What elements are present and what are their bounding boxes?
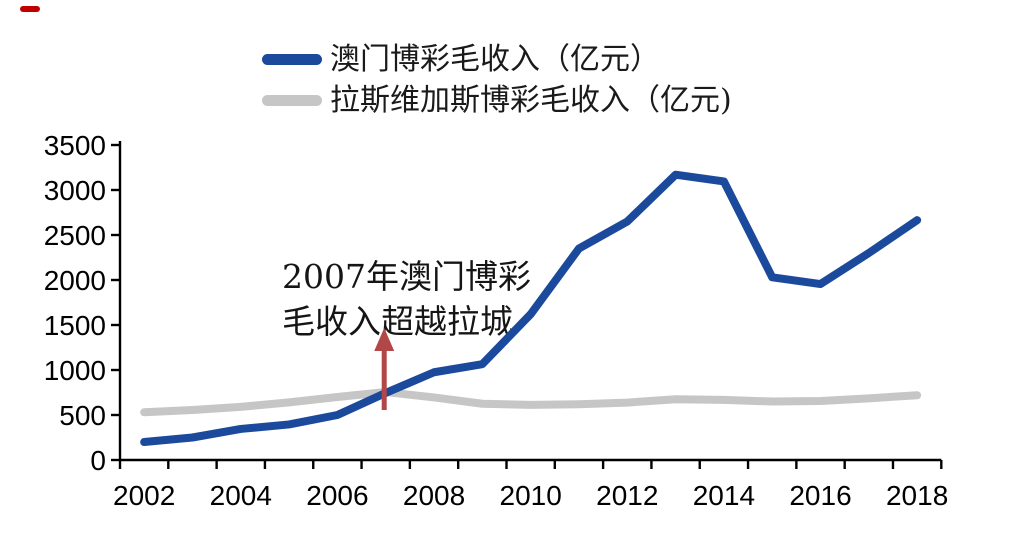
y-axis-label: 3000 [44, 175, 106, 206]
x-axis-label: 2018 [886, 480, 948, 511]
x-axis-label: 2008 [403, 480, 465, 511]
lasvegas-revenue-line [140, 388, 922, 417]
legend-item-macau: 澳门博彩毛收入（亿元） [262, 41, 732, 78]
x-axis-label: 2002 [113, 480, 175, 511]
crossover-arrow-head [374, 328, 395, 351]
y-axis-label: 2000 [44, 265, 106, 296]
y-axis-label: 0 [90, 445, 106, 476]
chart-legend: 澳门博彩毛收入（亿元） 拉斯维加斯博彩毛收入（亿元) [262, 41, 732, 119]
macau-revenue-line [140, 170, 922, 446]
legend-label-macau: 澳门博彩毛收入（亿元） [330, 41, 660, 77]
x-axis-label: 2004 [210, 480, 272, 511]
annotation-2007-crossover: 2007年澳门博彩 毛收入超越拉城 [282, 254, 531, 344]
x-axis-label: 2006 [306, 480, 368, 511]
legend-item-lasvegas: 拉斯维加斯博彩毛收入（亿元) [262, 82, 732, 119]
x-axis-label: 2010 [500, 480, 562, 511]
red-corner-mark [20, 6, 40, 12]
y-axis-label: 500 [59, 400, 106, 431]
lasvegas-line-swatch [262, 95, 322, 106]
y-axis-label: 1000 [44, 355, 106, 386]
annotation-line-1: 2007年澳门博彩 [282, 257, 531, 296]
x-axis-label: 2014 [693, 480, 755, 511]
annotation-line-2: 毛收入超越拉城 [282, 302, 513, 341]
y-axis-label: 2500 [44, 220, 106, 251]
y-axis-label: 3500 [44, 130, 106, 161]
x-axis-label: 2016 [789, 480, 851, 511]
x-axis-label: 2012 [596, 480, 658, 511]
y-axis-label: 1500 [44, 310, 106, 341]
legend-label-lasvegas: 拉斯维加斯博彩毛收入（亿元) [330, 82, 732, 118]
macau-line-swatch [262, 54, 322, 65]
